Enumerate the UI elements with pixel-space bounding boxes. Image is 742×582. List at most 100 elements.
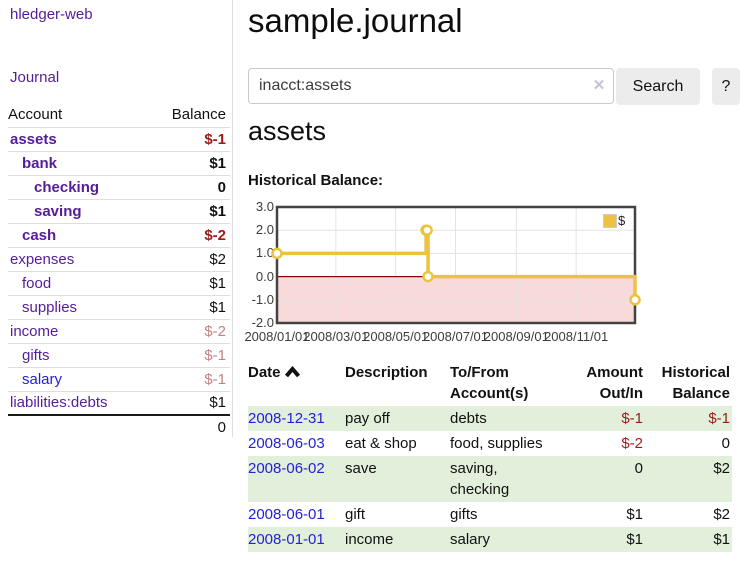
search-input[interactable] [248,68,614,104]
main-content: sample.journal ✕ Search ? assets Histori… [244,0,742,582]
legend-label: $ [618,213,626,228]
account-row: checking 0 [8,174,230,199]
data-point-marker [421,224,433,236]
sidebar-item-journal[interactable]: Journal [10,69,60,86]
register-row: 2008-06-02 save saving, checking 0 $2 [248,456,732,502]
account-heading: assets [248,116,327,146]
transaction-description: save [345,460,377,477]
account-link-supplies[interactable]: supplies [22,298,78,316]
transaction-amount: $-1 [621,410,643,427]
register-row: 2008-06-01 gift gifts $1 $2 [248,502,732,527]
search-form: ✕ Search ? [248,68,742,105]
search-button[interactable]: Search [616,68,700,105]
legend-swatch-icon [603,213,617,228]
account-link-saving[interactable]: saving [34,202,82,220]
help-button[interactable]: ? [712,68,740,105]
historical-balance-chart: 3.0 2.0 1.0 0.0 -1.0 -2.0 $ 2008/01/01 2… [244,199,742,350]
register-row: 2008-01-01 income salary $1 $1 [248,527,732,552]
transaction-balance: 0 [721,435,730,452]
app-title-link[interactable]: hledger-web [10,6,93,23]
y-axis-tick: 3.0 [255,199,274,214]
balance-column-header: Balance [171,106,226,124]
account-link-assets[interactable]: assets [10,130,57,148]
y-axis-tick: 0.0 [255,268,274,284]
x-axis-tick: 2008/07/01 [422,329,489,344]
account-link-food[interactable]: food [22,274,52,292]
account-balance-table: Account Balance assets $-1 bank $1 check… [8,103,230,439]
transaction-amount: $-2 [621,435,643,452]
y-axis-tick: -1.0 [251,291,274,307]
account-link-expenses[interactable]: expenses [10,250,75,268]
account-balance: $1 [148,198,230,223]
accounts-column-header: To/From Account(s) [450,364,529,402]
account-row: expenses $2 [8,246,230,271]
account-row: supplies $1 [8,294,230,319]
account-link-bank[interactable]: bank [22,154,58,172]
description-column-header: Description [345,364,428,381]
account-balance: 0 [148,174,230,199]
transaction-description: gift [345,506,366,523]
transaction-date-link[interactable]: 2008-12-31 [248,410,325,427]
account-row: food $1 [8,270,230,295]
x-axis-tick: 2008/03/01 [303,329,369,344]
transaction-amount: 0 [634,460,643,477]
account-link-checking[interactable]: checking [34,178,100,196]
chart-legend: $ [603,213,625,228]
register-header-row: Date Description To/From Account(s) Amou… [248,360,732,406]
account-link-cash[interactable]: cash [22,226,57,244]
account-row: bank $1 [8,150,230,175]
account-balance: $-2 [148,222,230,247]
transaction-accounts: debts [450,410,487,427]
date-column-header[interactable]: Date [248,360,345,406]
clear-search-icon[interactable]: ✕ [592,77,606,94]
x-axis-tick: 2008/05/01 [363,329,429,344]
transaction-balance: $-1 [708,410,730,427]
chart-title: Historical Balance: [248,172,384,189]
data-point-marker [422,270,434,283]
account-balance: $-2 [148,318,230,343]
transaction-accounts: saving, checking [450,460,510,498]
transaction-amount: $1 [626,531,643,548]
account-row: cash $-2 [8,222,230,247]
account-balance: $1 [148,294,230,319]
y-axis-tick: 2.0 [255,222,274,238]
x-axis-tick: 2008/11/01 [544,329,609,344]
account-link-income[interactable]: income [10,322,59,340]
account-link-salary[interactable]: salary [22,370,63,388]
account-balance: $-1 [148,342,230,367]
transaction-date-link[interactable]: 2008-06-03 [248,435,325,452]
balance-total: 0 [148,414,230,439]
transaction-description: income [345,531,394,548]
transaction-accounts: food, supplies [450,435,543,452]
sidebar: hledger-web Journal Account Balance asse… [0,0,233,439]
balance-column-header: Historical Balance [661,364,730,402]
account-column-header: Account [8,106,63,124]
transaction-date-link[interactable]: 2008-06-02 [248,460,325,477]
amount-column-header: Amount Out/In [586,364,643,402]
account-balance: $-1 [148,366,230,391]
data-point-marker [271,247,283,260]
y-axis-tick: -2.0 [251,315,274,330]
transaction-date-link[interactable]: 2008-01-01 [248,531,325,548]
account-balance: $1 [148,390,230,415]
account-balance: $2 [148,246,230,271]
transaction-balance: $2 [713,506,730,523]
account-link-liabilities-debts[interactable]: liabilities:debts [10,394,108,412]
account-balance: $-1 [148,126,230,151]
chevron-up-icon [284,366,300,378]
account-row: assets $-1 [8,126,230,151]
account-balance: $1 [148,270,230,295]
transaction-date-link[interactable]: 2008-06-01 [248,506,325,523]
data-point-marker [629,294,641,306]
transaction-accounts: gifts [450,506,478,523]
account-link-gifts[interactable]: gifts [22,346,50,364]
transaction-balance: $2 [713,460,730,477]
transaction-balance: $1 [713,531,730,548]
account-row: gifts $-1 [8,342,230,367]
transaction-description: pay off [345,410,390,427]
transaction-description: eat & shop [345,435,417,452]
account-row: liabilities:debts $1 [8,390,230,415]
transaction-accounts: salary [450,531,491,548]
register-row: 2008-12-31 pay off debts $-1 $-1 [248,406,732,431]
x-axis-tick: 2008/09/01 [483,329,549,344]
